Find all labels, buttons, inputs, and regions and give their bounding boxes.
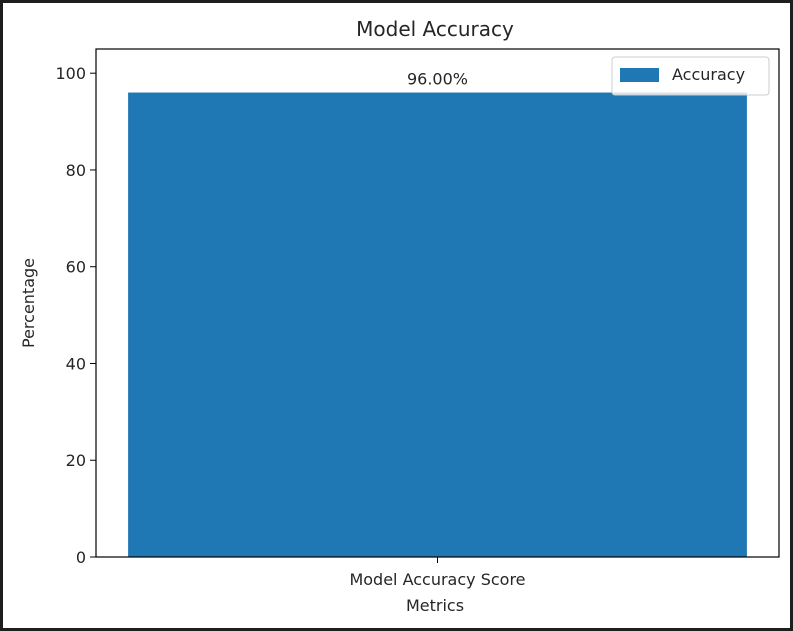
legend-box — [611, 56, 770, 96]
chart-title: Model Accuracy — [356, 17, 514, 41]
y-tick-label: 20 — [66, 451, 86, 470]
legend-swatch-accuracy — [620, 68, 659, 82]
x-axis-title: Metrics — [406, 596, 464, 615]
x-tick-label: Model Accuracy Score — [349, 570, 525, 589]
y-tick-label: 40 — [66, 354, 86, 373]
chart-canvas: Model Accuracy 96.00% 0 20 40 60 80 100 Model… — [19, 17, 780, 615]
bar-accuracy — [128, 92, 747, 558]
legend: Accuracy — [611, 56, 770, 96]
bars-layer — [128, 92, 747, 558]
y-axis: 0 20 40 60 80 100 — [55, 64, 96, 567]
y-tick-label: 60 — [66, 258, 86, 277]
chart-window: Model Accuracy 96.00% 0 20 40 60 80 100 Model… — [3, 3, 790, 628]
bar-data-label: 96.00% — [407, 70, 468, 89]
x-axis: Model Accuracy Score — [349, 557, 526, 589]
y-axis-title: Percentage — [19, 258, 38, 348]
y-tick-label: 0 — [76, 548, 86, 567]
y-tick-label: 100 — [55, 64, 86, 83]
legend-label-accuracy: Accuracy — [672, 65, 745, 84]
data-labels-layer: 96.00% — [407, 70, 468, 89]
y-tick-label: 80 — [66, 161, 86, 180]
